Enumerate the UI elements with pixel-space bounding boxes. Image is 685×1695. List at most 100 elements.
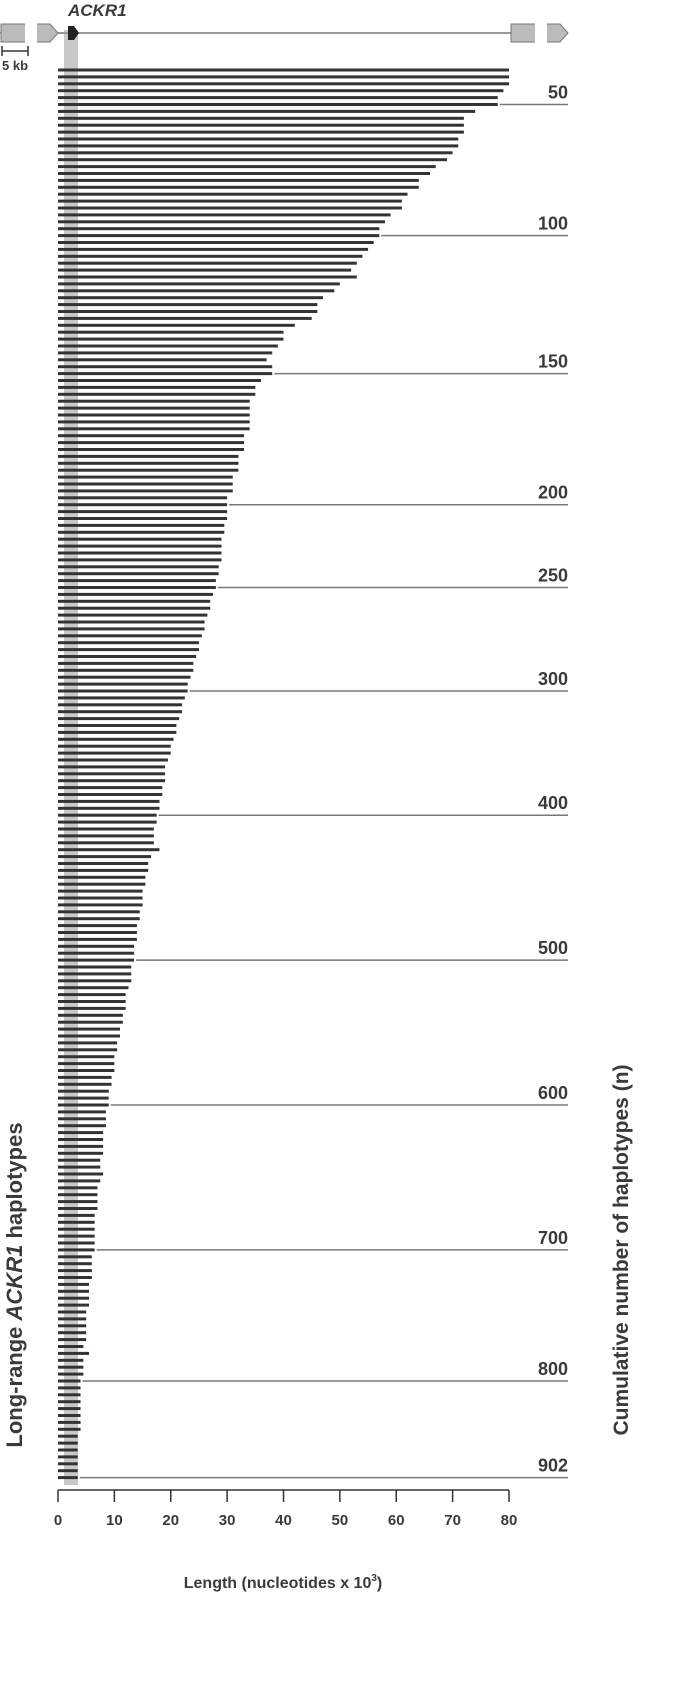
bar (58, 1248, 95, 1252)
bar (58, 1414, 81, 1417)
bar (58, 1358, 84, 1362)
bar (58, 889, 143, 893)
bar (58, 806, 160, 810)
bar (58, 1407, 81, 1411)
bar (58, 530, 225, 534)
bar (58, 385, 256, 389)
bar (58, 241, 374, 244)
bar (58, 972, 132, 976)
bar (58, 931, 137, 934)
cumulative-marker-label: 800 (538, 1359, 568, 1379)
bar (58, 689, 188, 693)
bar (58, 661, 194, 665)
bar (58, 1138, 104, 1141)
bar (58, 1469, 78, 1473)
bar (58, 517, 228, 520)
bar (58, 675, 191, 679)
cumulative-marker-label: 400 (538, 793, 568, 813)
bar (58, 724, 177, 727)
x-tick-label: 40 (275, 1512, 292, 1529)
cumulative-marker-label: 902 (538, 1456, 568, 1476)
bar (58, 868, 149, 872)
x-axis-title-part: ) (377, 1575, 382, 1592)
x-tick-label: 20 (162, 1512, 179, 1529)
bar (58, 986, 129, 990)
bar (58, 1317, 87, 1321)
x-tick-label: 0 (54, 1512, 62, 1529)
bar (58, 772, 166, 776)
bar (58, 730, 177, 734)
bar (58, 944, 135, 948)
bar (58, 1227, 95, 1231)
bar (58, 1034, 121, 1038)
bar (58, 268, 352, 272)
bar (58, 75, 509, 79)
bar (58, 1172, 104, 1176)
x-axis-title: Length (nucleotides x 103) (184, 1573, 382, 1592)
bar (58, 1276, 92, 1279)
bar (58, 758, 168, 762)
bar (58, 627, 205, 631)
bar (58, 1117, 106, 1121)
bar (58, 358, 267, 362)
bar (58, 834, 154, 838)
bar (58, 1103, 109, 1107)
bar (58, 172, 431, 175)
bar (58, 648, 199, 652)
bar (58, 310, 318, 313)
bar (58, 523, 225, 527)
bar (58, 96, 498, 100)
cumulative-marker-label: 500 (538, 938, 568, 958)
bar (58, 1075, 112, 1079)
bar (58, 993, 126, 997)
bar (58, 1234, 95, 1238)
bar (58, 1379, 81, 1383)
bar (58, 220, 385, 224)
bar (58, 565, 219, 569)
bar (58, 1331, 87, 1335)
bar (58, 344, 278, 348)
scale-bar (1, 46, 29, 56)
bar (58, 1144, 104, 1148)
bar (58, 606, 211, 610)
bar (58, 427, 250, 431)
bar (58, 137, 459, 141)
bar (58, 1310, 87, 1314)
bar (58, 1220, 95, 1224)
bar (58, 579, 216, 583)
bar (58, 896, 143, 900)
bar (58, 848, 160, 852)
bar (58, 558, 222, 562)
bar (58, 503, 228, 507)
bar (58, 158, 447, 162)
bar (58, 1324, 87, 1328)
bar (58, 420, 250, 424)
bar (58, 482, 233, 486)
bar (58, 1351, 90, 1355)
bar (58, 1110, 106, 1114)
bar (58, 1069, 115, 1072)
bar (58, 475, 233, 479)
bar (58, 379, 261, 382)
bar (58, 144, 459, 148)
bar (58, 185, 419, 189)
bar (58, 282, 340, 286)
bar (58, 793, 163, 796)
bar (58, 1441, 78, 1445)
bar (58, 89, 504, 93)
bar (58, 496, 228, 500)
bar (58, 82, 509, 86)
bar (58, 116, 464, 120)
bar (58, 151, 453, 155)
bar (58, 275, 357, 279)
bar (58, 1296, 90, 1300)
bar (58, 1062, 115, 1066)
bar (58, 641, 199, 645)
bar (58, 551, 222, 555)
cumulative-marker-label: 100 (538, 214, 568, 234)
bar (58, 813, 157, 817)
bar (58, 372, 273, 376)
x-tick-label: 10 (106, 1512, 123, 1529)
